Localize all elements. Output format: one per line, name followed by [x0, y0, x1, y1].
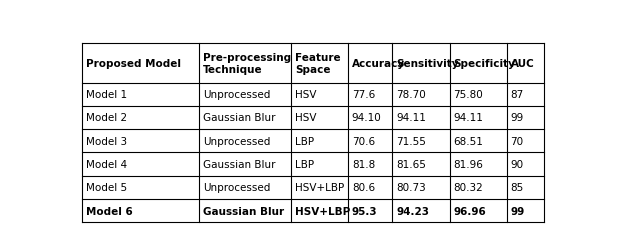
Text: 99: 99: [511, 113, 524, 123]
Text: LBP: LBP: [295, 160, 314, 169]
Text: 78.70: 78.70: [396, 90, 426, 100]
Text: HSV+LBP: HSV+LBP: [295, 206, 350, 216]
Text: 96.96: 96.96: [454, 206, 486, 216]
Text: 70.6: 70.6: [352, 136, 375, 146]
Text: 80.32: 80.32: [454, 183, 483, 193]
Text: Sensitivity: Sensitivity: [396, 58, 459, 69]
Text: Model 6: Model 6: [86, 206, 133, 216]
Text: AUC: AUC: [511, 58, 534, 69]
Text: Specificity: Specificity: [454, 58, 515, 69]
Text: Gaussian Blur: Gaussian Blur: [203, 206, 284, 216]
Text: 94.10: 94.10: [352, 113, 381, 123]
Text: HSV+LBP: HSV+LBP: [295, 183, 344, 193]
Text: Pre-processing
Technique: Pre-processing Technique: [203, 53, 291, 74]
Text: 94.11: 94.11: [396, 113, 426, 123]
Text: 90: 90: [511, 160, 524, 169]
Text: Model 2: Model 2: [86, 113, 127, 123]
Text: Proposed Model: Proposed Model: [86, 58, 182, 69]
Text: Unprocessed: Unprocessed: [203, 183, 270, 193]
Text: Gaussian Blur: Gaussian Blur: [203, 113, 275, 123]
Text: 70: 70: [511, 136, 524, 146]
Text: Model 1: Model 1: [86, 90, 127, 100]
Text: 68.51: 68.51: [454, 136, 483, 146]
Text: 77.6: 77.6: [352, 90, 375, 100]
Text: 81.65: 81.65: [396, 160, 426, 169]
Text: Unprocessed: Unprocessed: [203, 136, 270, 146]
Text: Accuracy: Accuracy: [352, 58, 405, 69]
Text: 71.55: 71.55: [396, 136, 426, 146]
Text: HSV: HSV: [295, 90, 316, 100]
Text: Feature
Space: Feature Space: [295, 53, 340, 74]
Text: 80.73: 80.73: [396, 183, 426, 193]
Text: 75.80: 75.80: [454, 90, 483, 100]
Text: 99: 99: [511, 206, 525, 216]
Text: Gaussian Blur: Gaussian Blur: [203, 160, 275, 169]
Text: 85: 85: [511, 183, 524, 193]
Text: Model 3: Model 3: [86, 136, 127, 146]
Text: 81.8: 81.8: [352, 160, 375, 169]
Text: Model 4: Model 4: [86, 160, 127, 169]
Text: 81.96: 81.96: [454, 160, 483, 169]
Text: 94.11: 94.11: [454, 113, 483, 123]
Text: Unprocessed: Unprocessed: [203, 90, 270, 100]
Text: 87: 87: [511, 90, 524, 100]
Text: Model 5: Model 5: [86, 183, 127, 193]
Text: LBP: LBP: [295, 136, 314, 146]
Text: 80.6: 80.6: [352, 183, 375, 193]
Text: 94.23: 94.23: [396, 206, 429, 216]
Text: HSV: HSV: [295, 113, 316, 123]
Text: 95.3: 95.3: [352, 206, 378, 216]
